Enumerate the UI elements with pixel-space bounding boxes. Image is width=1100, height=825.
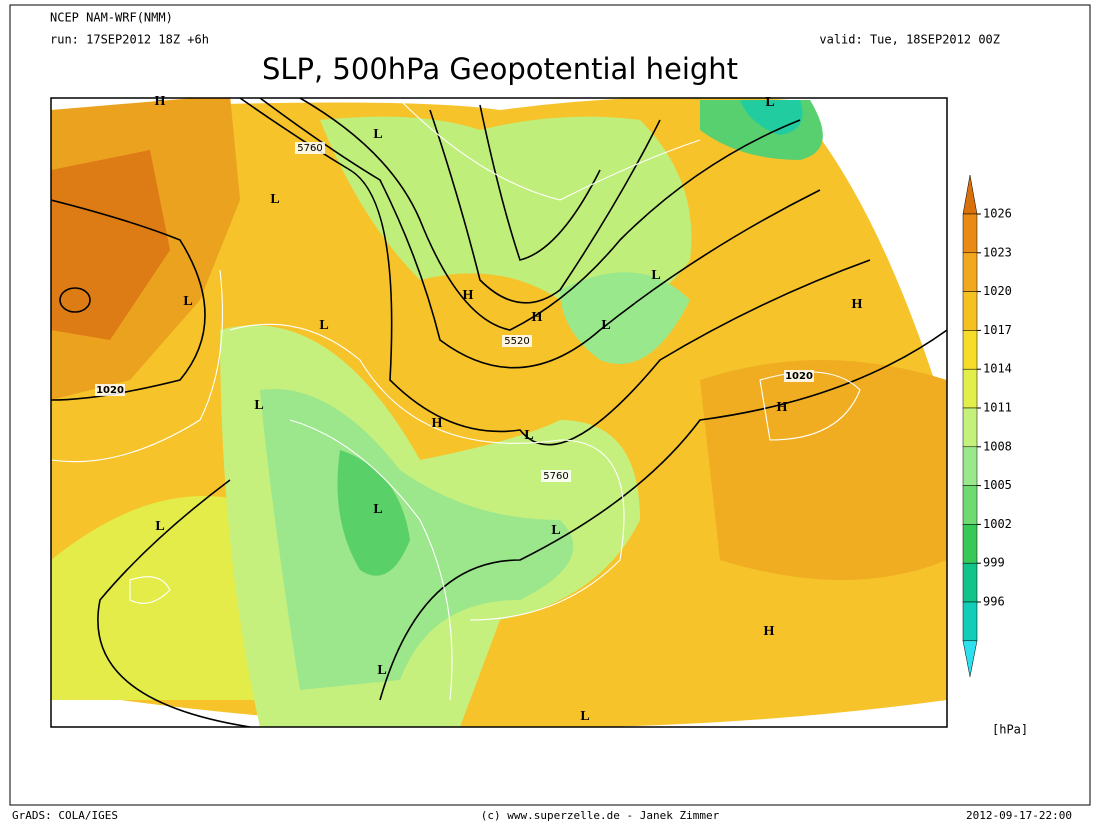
- colorbar-label: 1008: [983, 439, 1012, 453]
- contour-label: 5520: [504, 336, 529, 347]
- pressure-center: H: [764, 624, 775, 639]
- colorbar-swatch: [962, 330, 978, 370]
- pressure-center: L: [373, 127, 382, 142]
- colorbar-label: 1017: [983, 323, 1012, 337]
- contour-label: 5760: [297, 143, 322, 154]
- contour-label: 1020: [785, 371, 813, 382]
- colorbar-end: [962, 174, 978, 215]
- colorbar-swatch: [962, 446, 978, 486]
- pressure-center: H: [155, 94, 166, 109]
- colorbar-swatch: [962, 524, 978, 564]
- colorbar-label: 1011: [983, 401, 1012, 415]
- pressure-center: L: [524, 428, 533, 443]
- pressure-center: L: [765, 95, 774, 110]
- pressure-center: H: [432, 416, 443, 431]
- colorbar-swatch: [962, 562, 978, 603]
- model: NCEP NAM-WRF(NMM): [50, 11, 173, 25]
- colorbar-swatch: [962, 291, 978, 331]
- contour-label-bg: [95, 384, 125, 396]
- colorbar-label: 1026: [983, 207, 1012, 221]
- colorbar-label: 1020: [983, 284, 1012, 298]
- pressure-center: H: [463, 288, 474, 303]
- pressure-center: L: [183, 294, 192, 309]
- pressure-center: L: [580, 709, 589, 724]
- pressure-center: H: [852, 297, 863, 312]
- colorbar-swatch: [962, 368, 978, 409]
- frame: [9, 4, 1091, 806]
- map: [50, 97, 948, 728]
- colorbar-swatch: [962, 252, 978, 292]
- footer-right: 2012-09-17-22:00: [966, 809, 1072, 822]
- colorbar-label: 1002: [983, 517, 1012, 531]
- colorbar-label: 1005: [983, 478, 1012, 492]
- colorbar-unit: [hPa]: [992, 723, 1028, 737]
- colorbar-label: 999: [983, 556, 1005, 570]
- contour-label-bg: [295, 142, 325, 154]
- contour-label: 1020: [96, 385, 124, 396]
- colorbar-label: 996: [983, 595, 1005, 609]
- pressure-center: H: [532, 310, 543, 325]
- pressure-center: L: [651, 268, 660, 283]
- pressure-center: L: [551, 523, 560, 538]
- colorbar-label: 1014: [983, 362, 1012, 376]
- pressure-center: L: [155, 519, 164, 534]
- footer-center: (c) www.superzelle.de - Janek Zimmer: [481, 809, 720, 822]
- contour-label-bg: [784, 370, 814, 382]
- pressure-center: L: [319, 318, 328, 333]
- pressure-center: L: [377, 663, 386, 678]
- contour-label-bg: [502, 335, 532, 347]
- colorbar-swatch: [962, 601, 978, 642]
- pressure-center: L: [601, 318, 610, 333]
- contour-label-bg: [541, 470, 571, 482]
- colorbar-swatch: [962, 485, 978, 525]
- title: SLP, 500hPa Geopotential height: [262, 52, 738, 86]
- footer-left: GrADS: COLA/IGES: [12, 809, 118, 822]
- pressure-center: L: [373, 502, 382, 517]
- colorbar-swatch: [962, 407, 978, 448]
- valid: valid: Tue, 18SEP2012 00Z: [819, 33, 1000, 47]
- pressure-center: H: [777, 400, 788, 415]
- run: run: 17SEP2012 18Z +6h: [50, 33, 209, 47]
- colorbar-swatch: [962, 213, 978, 254]
- contour-label: 5760: [543, 471, 568, 482]
- colorbar-end: [962, 640, 978, 677]
- pressure-center: L: [270, 192, 279, 207]
- colorbar-label: 1023: [983, 245, 1012, 259]
- pressure-center: L: [254, 398, 263, 413]
